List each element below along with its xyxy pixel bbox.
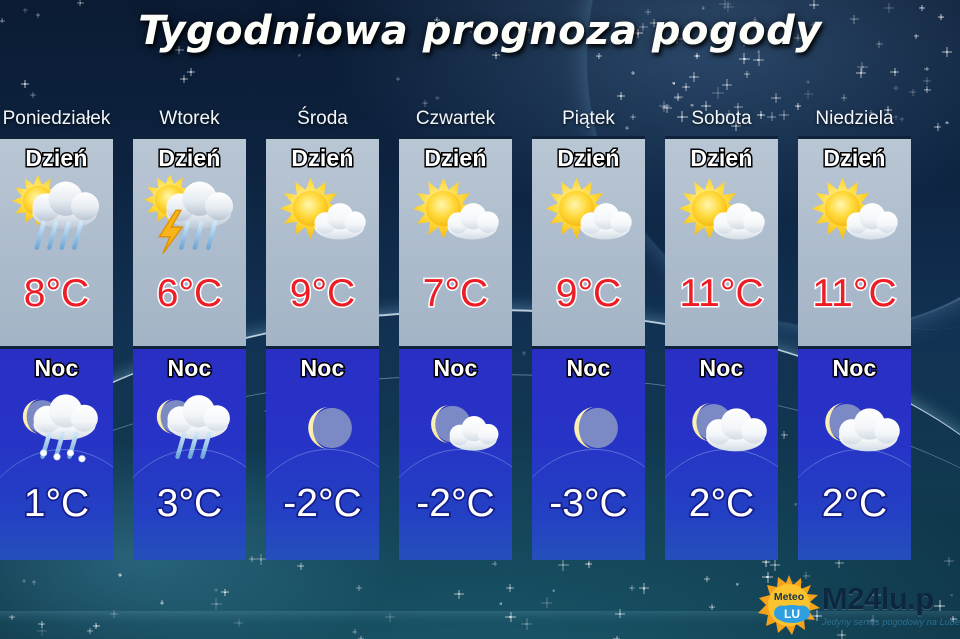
svg-text:LU: LU <box>784 607 800 621</box>
forecast-column-5[interactable]: Dzień 9°C Noc -3°C <box>532 136 645 560</box>
day-label: Dzień <box>157 145 222 171</box>
day-cell-3: Dzień 9°C <box>266 136 379 346</box>
night-cell-6: Noc 2°C <box>665 346 778 560</box>
moon-clear-icon <box>266 382 379 474</box>
day-label: Dzień <box>822 145 887 171</box>
day-temperature: 9°C <box>288 272 356 315</box>
site-logo[interactable]: Meteo LU M24lu.p Jedyny serwis pogodowy … <box>757 573 960 637</box>
sun-cloud-thunder-rain-icon <box>133 172 246 264</box>
moon-cloud-icon <box>798 382 911 474</box>
sun-small-cloud-icon <box>532 172 645 264</box>
day-label: Dzień <box>24 145 89 171</box>
day-temperature: 7°C <box>421 272 489 315</box>
day-name-3: Środa <box>297 108 348 129</box>
page-title: Tygodniowa prognoza pogody <box>138 8 822 54</box>
forecast-column-2[interactable]: Dzień 6°C Noc 3°C <box>133 136 246 560</box>
day-name-2: Wtorek <box>159 108 220 129</box>
sun-cloud-rain-icon <box>0 172 113 264</box>
day-cell-4: Dzień 7°C <box>399 136 512 346</box>
night-temperature: 2°C <box>687 482 756 525</box>
meteo-sun-logo-icon: Meteo LU <box>757 574 820 636</box>
night-label: Noc <box>432 355 479 381</box>
night-label: Noc <box>565 355 612 381</box>
forecast-column-4[interactable]: Dzień 7°C Noc -2°C <box>399 136 512 560</box>
day-cell-2: Dzień 6°C <box>133 136 246 346</box>
night-label: Noc <box>698 355 745 381</box>
night-cell-3: Noc -2°C <box>266 346 379 560</box>
day-label: Dzień <box>290 145 355 171</box>
night-temperature: 3°C <box>155 482 224 525</box>
day-temperature: 9°C <box>554 272 622 315</box>
night-label: Noc <box>33 355 80 381</box>
day-label: Dzień <box>689 145 754 171</box>
night-cell-7: Noc 2°C <box>798 346 911 560</box>
night-cell-2: Noc 3°C <box>133 346 246 560</box>
day-cell-7: Dzień 11°C <box>798 136 911 346</box>
day-cell-6: Dzień 11°C <box>665 136 778 346</box>
night-temperature: -3°C <box>548 482 630 525</box>
night-temperature: 1°C <box>22 482 91 525</box>
day-temperature: 11°C <box>811 272 898 315</box>
night-cell-1: Noc 1°C <box>0 346 113 560</box>
day-label: Dzień <box>423 145 488 171</box>
day-name-7: Niedziela <box>815 108 894 129</box>
sun-small-cloud-icon <box>798 172 911 264</box>
night-label: Noc <box>299 355 346 381</box>
sun-small-cloud-icon <box>665 172 778 264</box>
moon-clear-icon <box>532 382 645 474</box>
day-name-5: Piątek <box>562 108 615 129</box>
night-cell-5: Noc -3°C <box>532 346 645 560</box>
day-cell-5: Dzień 9°C <box>532 136 645 346</box>
night-label: Noc <box>166 355 213 381</box>
forecast-column-6[interactable]: Dzień 11°C Noc 2°C <box>665 136 778 560</box>
day-temperature: 8°C <box>22 272 90 315</box>
forecast-column-1[interactable]: Dzień 8°C Noc 1°C <box>0 136 113 560</box>
day-name-4: Czwartek <box>415 108 496 129</box>
night-temperature: 2°C <box>820 482 889 525</box>
day-name-1: Poniedziałek <box>2 108 111 129</box>
forecast-column-3[interactable]: Dzień 9°C Noc -2°C <box>266 136 379 560</box>
moon-small-cloud-icon <box>399 382 512 474</box>
day-name-6: Sobota <box>691 108 752 129</box>
day-temperature: 6°C <box>155 272 223 315</box>
day-name-row: Poniedziałek Wtorek Środa Czwartek Piątek Sob… <box>0 108 960 134</box>
moon-cloud-sleet-icon <box>0 382 113 474</box>
logo-site-name: M24lu.p <box>821 581 934 616</box>
moon-cloud-rain-icon <box>133 382 246 474</box>
moon-cloud-icon <box>665 382 778 474</box>
day-cell-1: Dzień 8°C <box>0 136 113 346</box>
sun-small-cloud-icon <box>266 172 379 264</box>
day-label: Dzień <box>556 145 621 171</box>
night-label: Noc <box>831 355 878 381</box>
night-temperature: -2°C <box>282 482 364 525</box>
day-temperature: 11°C <box>678 272 765 315</box>
night-temperature: -2°C <box>415 482 497 525</box>
forecast-column-7[interactable]: Dzień 11°C Noc 2°C <box>798 136 911 560</box>
forecast-columns: Dzień 8°C Noc 1°C Dzień 6°C Noc 3°C Dzień 9°C Noc -… <box>0 136 960 560</box>
logo-tagline: Jedyny serwis pogodowy na Lube <box>821 617 960 627</box>
sun-small-cloud-icon <box>399 172 512 264</box>
svg-text:Meteo: Meteo <box>774 591 804 603</box>
night-cell-4: Noc -2°C <box>399 346 512 560</box>
